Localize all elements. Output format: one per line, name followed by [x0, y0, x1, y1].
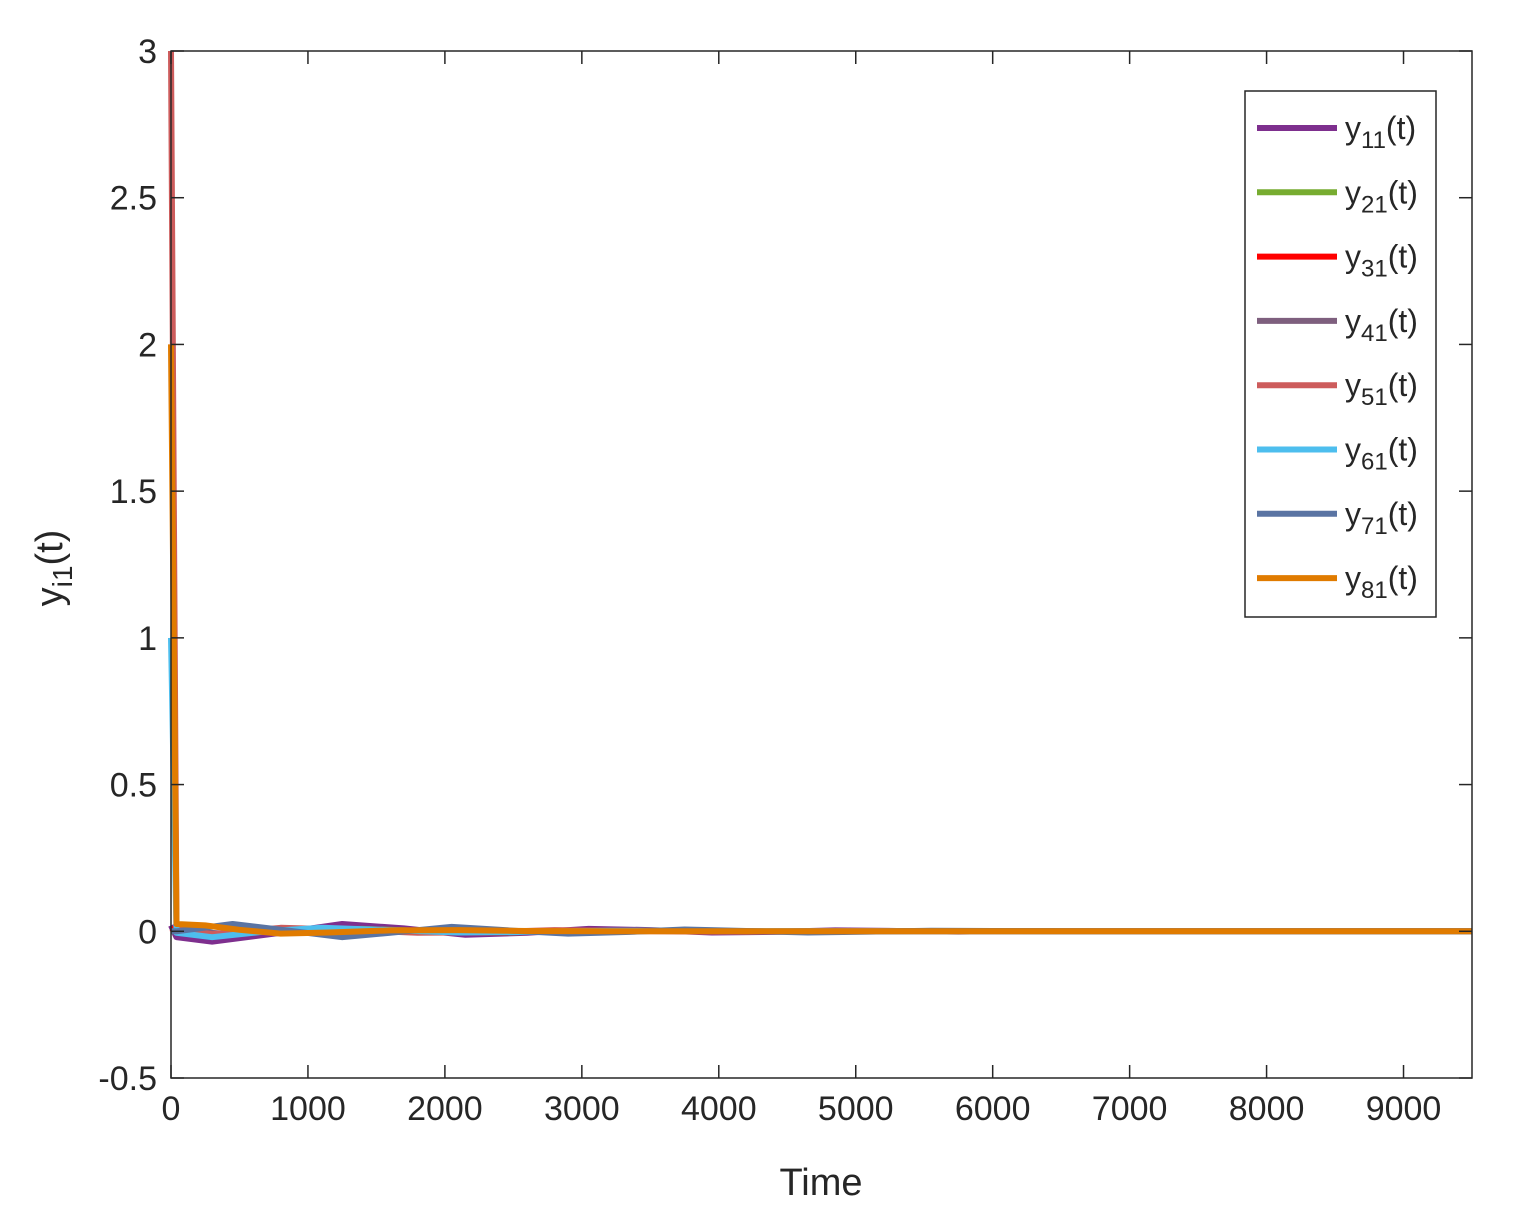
x-tick-label: 0	[162, 1090, 181, 1128]
x-tick-label: 2000	[407, 1090, 483, 1128]
legend-label: y61(t)	[1345, 432, 1418, 476]
y-tick-label: 0.5	[110, 767, 157, 805]
legend-label: y21(t)	[1345, 174, 1418, 218]
legend-entry-51: y51(t)	[1257, 367, 1418, 411]
x-tick-label: 4000	[681, 1090, 757, 1128]
y-tick-layer: -0.5 0 0.5 1 1.5 2 2.5 3	[98, 33, 1472, 1098]
y-tick-label: 2	[138, 326, 157, 364]
y-tick-label: 3	[138, 33, 157, 71]
legend-entry-21: y21(t)	[1257, 174, 1418, 218]
plot-area-border	[170, 50, 1473, 1079]
legend-entry-61: y61(t)	[1257, 432, 1418, 476]
legend-label: y11(t)	[1345, 110, 1416, 154]
series-layer	[168, 50, 1472, 945]
x-tick-label: 1000	[270, 1090, 346, 1128]
y-axis-label: yi1(t)	[29, 530, 78, 607]
legend-box	[1244, 90, 1437, 618]
legend-entry-81: y81(t)	[1257, 560, 1418, 604]
x-tick-label: 8000	[1229, 1090, 1305, 1128]
legend-entry-41: y41(t)	[1257, 303, 1418, 347]
y-tick-label: -0.5	[98, 1060, 157, 1098]
legend-label: y51(t)	[1345, 367, 1418, 411]
y-axis-label-sub: i1	[47, 566, 78, 588]
legend-label: y41(t)	[1345, 303, 1418, 347]
legend: y11(t) y21(t) y31(t) y41(t) y51(t) y61(t) y71(…	[1244, 90, 1437, 618]
x-tick-label: 5000	[818, 1090, 894, 1128]
legend-entry-31: y31(t)	[1257, 239, 1418, 283]
y-tick-label: 0	[138, 913, 157, 951]
legend-label: y31(t)	[1345, 239, 1418, 283]
y-tick-label: 1	[138, 620, 157, 658]
legend-entry-11: y11(t)	[1257, 110, 1416, 154]
x-tick-label: 6000	[955, 1090, 1031, 1128]
y-axis-label-main: y	[29, 587, 71, 606]
axes-layer	[170, 50, 1473, 1079]
x-axis-label: Time	[779, 1162, 862, 1204]
series-line-81	[168, 344, 1472, 937]
legend-label: y71(t)	[1345, 496, 1418, 540]
y-tick-label: 1.5	[110, 473, 157, 511]
y-axis-label-tail: (t)	[29, 530, 71, 566]
x-tick-label: 3000	[544, 1090, 620, 1128]
legend-label: y81(t)	[1345, 560, 1418, 604]
legend-entry-71: y71(t)	[1257, 496, 1418, 540]
x-tick-layer: 0 1000 2000 3000 4000 5000 6000 7000 8000 9000	[162, 51, 1442, 1128]
y-tick-label: 2.5	[110, 180, 157, 218]
x-tick-label: 7000	[1092, 1090, 1168, 1128]
x-tick-label: 9000	[1366, 1090, 1442, 1128]
